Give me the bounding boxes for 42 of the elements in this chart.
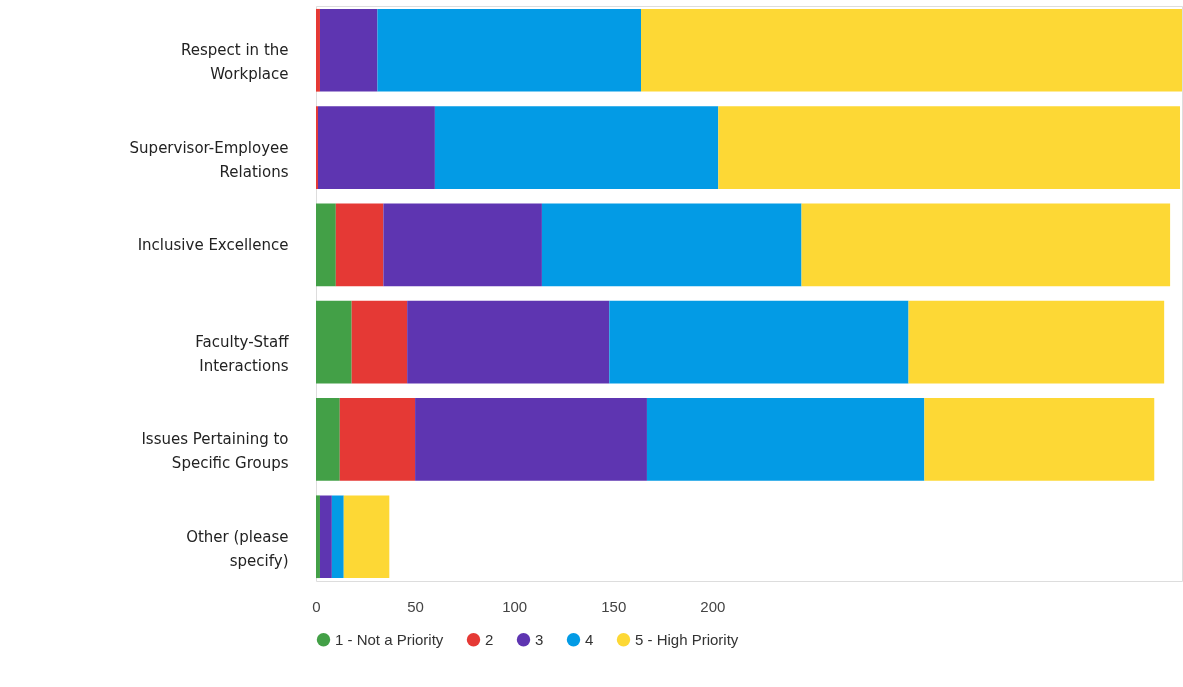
bar <box>377 8 641 92</box>
y-tick-label: Issues Pertaining to Specific Groups <box>141 430 289 473</box>
bar <box>641 8 1182 92</box>
bar <box>908 300 1165 384</box>
bar <box>924 398 1155 481</box>
bar <box>316 398 340 481</box>
bar <box>718 106 1181 189</box>
x-tick-label: 50 <box>407 597 424 615</box>
y-tick-label: Faculty-Staff Interactions <box>195 333 290 376</box>
bar <box>646 398 925 481</box>
bar <box>319 8 378 92</box>
bar <box>407 300 610 384</box>
bar <box>317 106 435 189</box>
legend-label: 2 <box>485 630 494 648</box>
x-tick-label: 200 <box>700 597 726 615</box>
bar <box>801 203 1171 287</box>
legend-label: 1 - Not a Priority <box>335 630 444 648</box>
bar <box>609 300 909 384</box>
bar <box>343 495 390 579</box>
y-tick-label: Inclusive Excellence <box>137 235 289 254</box>
y-tick-label: Other (please specify) <box>186 527 289 570</box>
bar <box>319 495 332 579</box>
x-tick-label: 150 <box>601 597 627 615</box>
y-tick-label: Respect in the Workplace <box>181 41 289 84</box>
bar <box>316 203 336 287</box>
x-tick-label: 0 <box>312 597 321 615</box>
bar <box>415 398 647 481</box>
bar <box>383 203 542 287</box>
bar <box>541 203 802 287</box>
bar <box>316 8 320 92</box>
x-tick-label: 100 <box>502 597 528 615</box>
y-tick-label: Supervisor-Employee Relations <box>129 138 289 181</box>
legend-label: 4 <box>585 630 594 648</box>
bar <box>351 300 408 384</box>
legend-label: 3 <box>535 630 544 648</box>
bar <box>331 495 344 579</box>
bar <box>316 300 352 384</box>
legend-label: 5 - High Priority <box>635 630 739 648</box>
bar <box>434 106 719 189</box>
bar <box>339 398 416 481</box>
bar <box>316 495 320 579</box>
bar <box>335 203 384 287</box>
